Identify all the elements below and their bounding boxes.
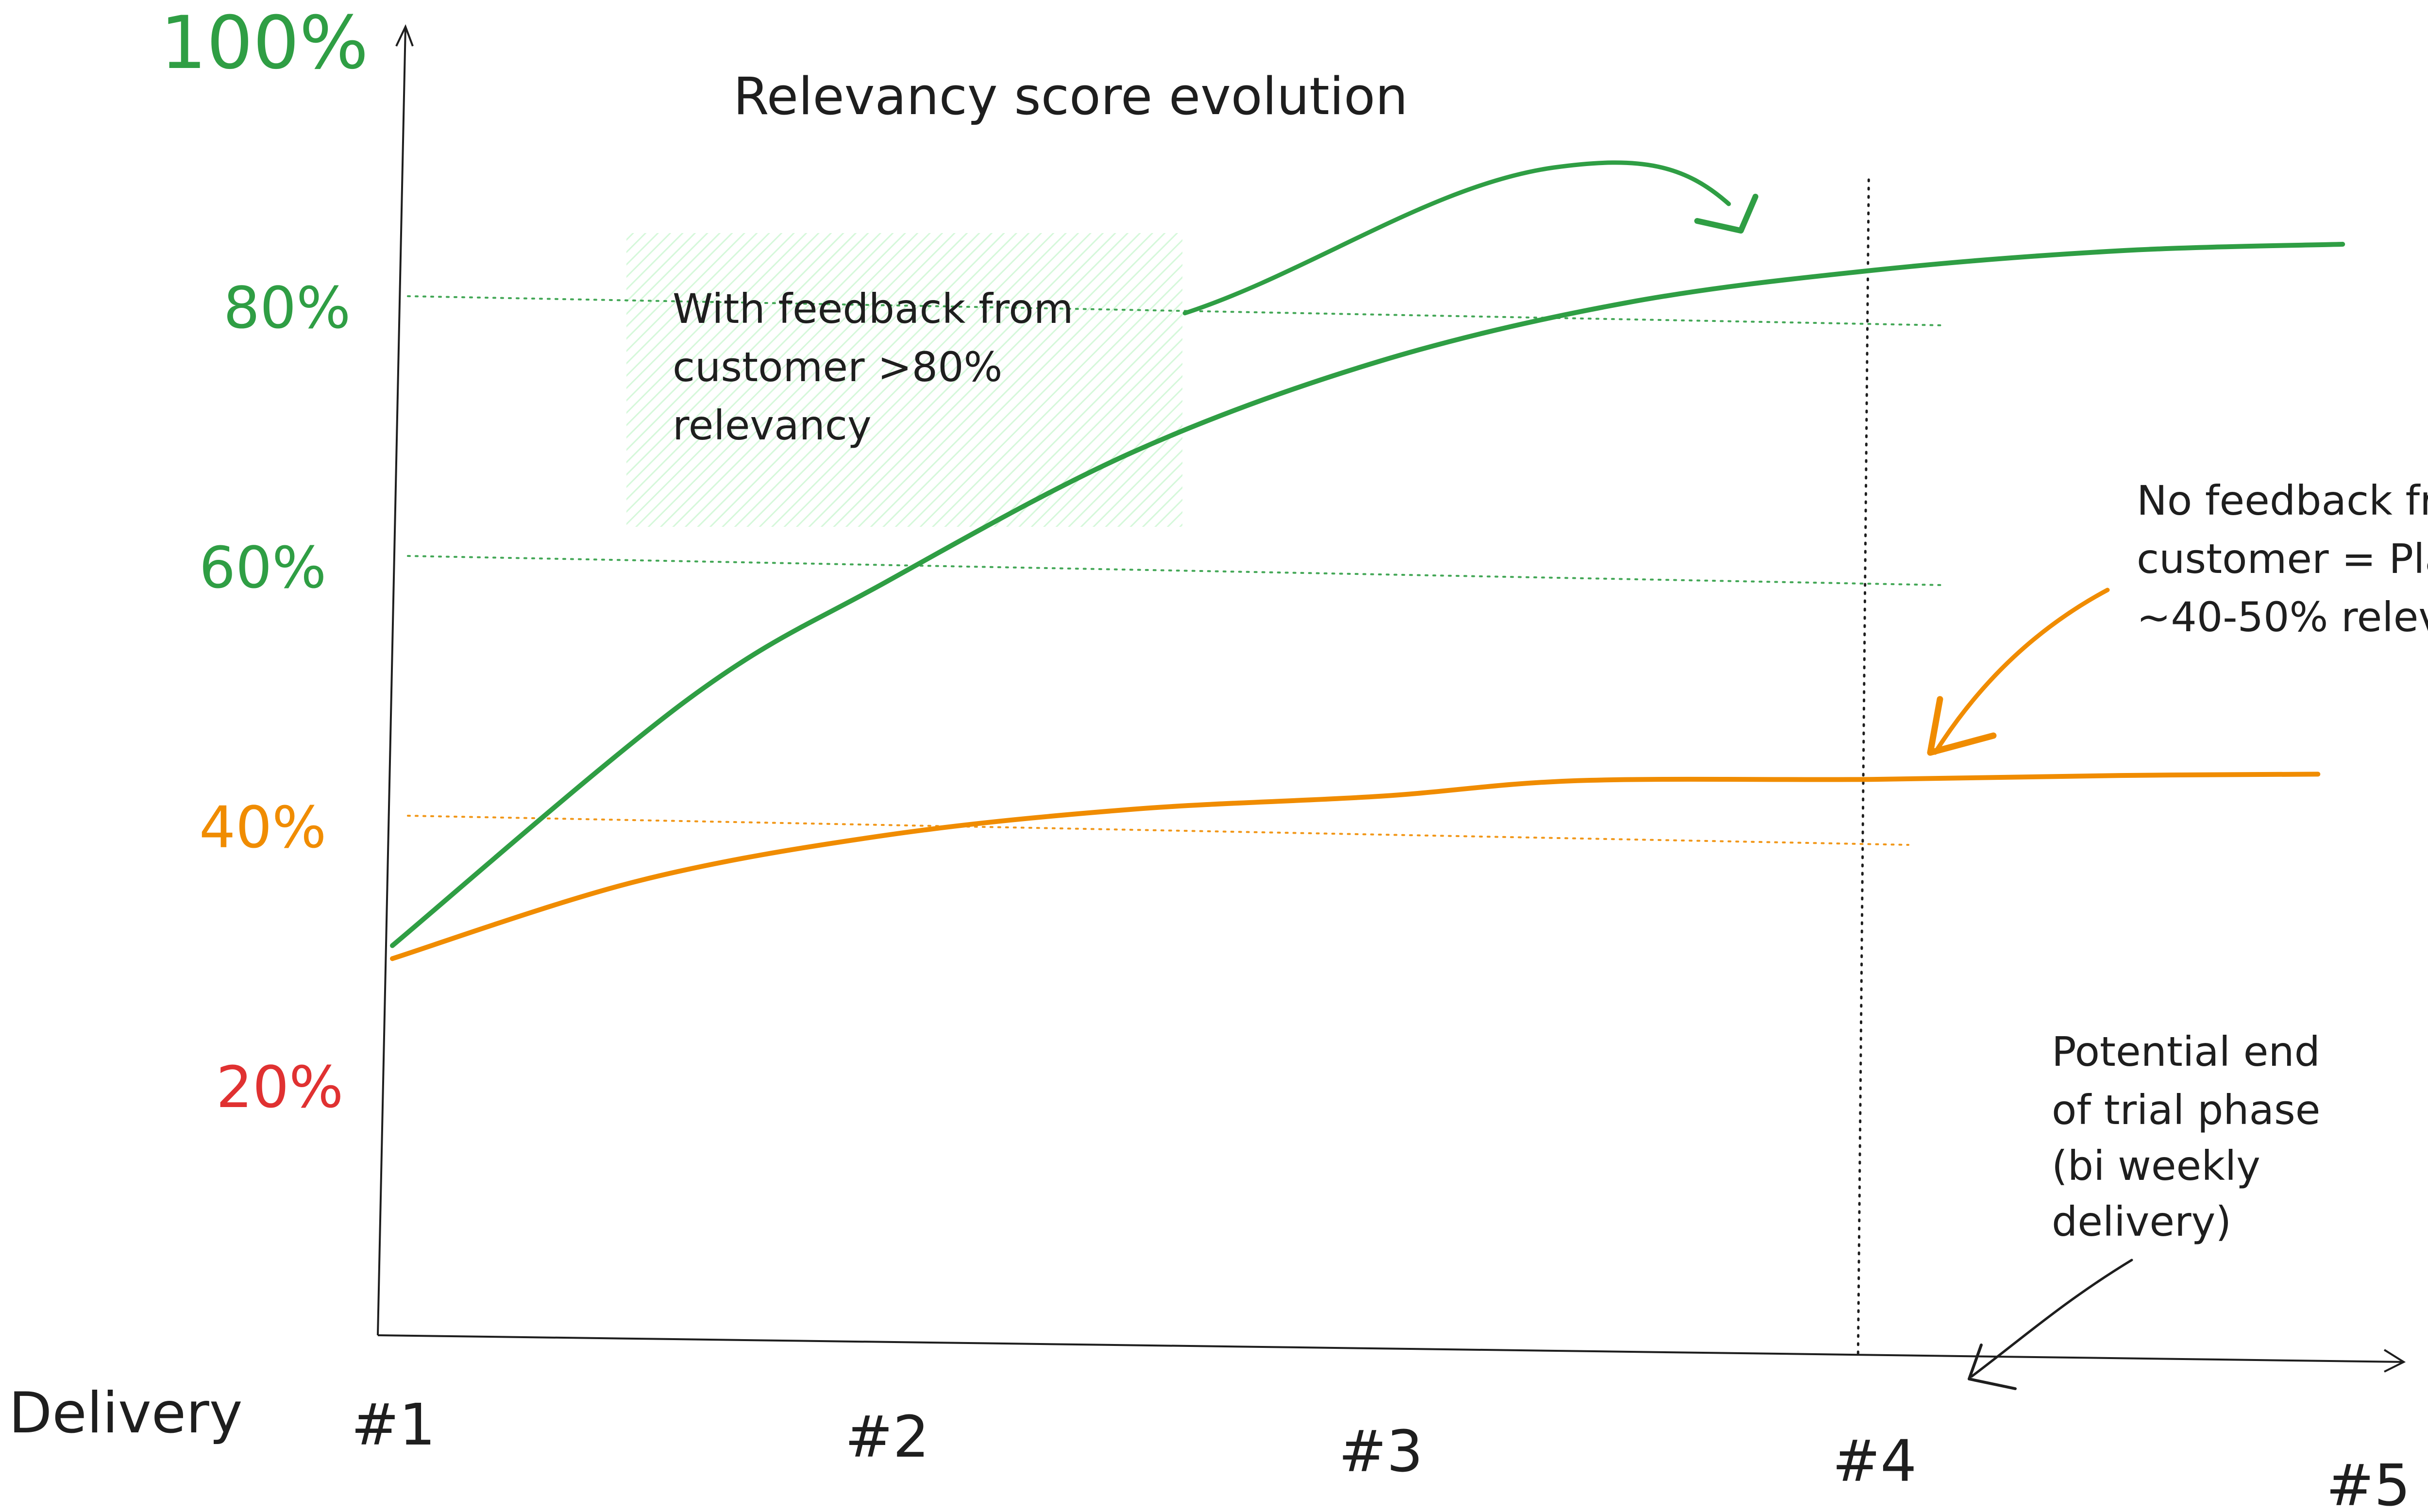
annotation-no-feedback-line-2: customer = Plateau xyxy=(2137,535,2428,583)
axes xyxy=(377,24,2406,1373)
x-axis-arrowhead xyxy=(2383,1349,2406,1373)
x-axis-label: Delivery xyxy=(9,1380,243,1446)
y-tick-20: 20% xyxy=(216,1054,343,1121)
chart-title: Relevancy score evolution xyxy=(733,67,1408,126)
x-tick-3: #3 xyxy=(1339,1418,1423,1485)
y-tick-40: 40% xyxy=(199,794,326,861)
annotation-no-feedback-arrow xyxy=(1933,588,2110,755)
x-tick-5: #5 xyxy=(2326,1452,2411,1512)
annotation-with-feedback: With feedback from customer >80% relevan… xyxy=(673,285,1086,449)
y-axis-arrowhead xyxy=(395,24,414,47)
annotation-with-feedback-line-1: With feedback from xyxy=(673,285,1073,333)
annotation-no-feedback-line-1: No feedback from xyxy=(2137,477,2428,524)
annotation-no-feedback-arrowhead xyxy=(1927,696,1997,756)
annotation-trial-end-line-2: of trial phase xyxy=(2052,1086,2320,1134)
annotation-trial-end-line-1: Potential end xyxy=(2052,1028,2320,1075)
annotation-with-feedback-arrowhead xyxy=(1694,194,1758,234)
reference-line-80 xyxy=(407,295,1943,326)
x-tick-4: #4 xyxy=(1832,1428,1917,1495)
y-tick-80: 80% xyxy=(223,274,351,341)
annotation-with-feedback-arrow xyxy=(1182,160,1731,316)
annotation-highlight-box xyxy=(626,233,1182,527)
reference-line-60 xyxy=(407,555,1943,586)
annotation-trial-end-line-4: delivery) xyxy=(2052,1198,2231,1245)
trial-end-marker-line xyxy=(1856,178,1870,1356)
x-tick-1: #1 xyxy=(351,1391,436,1458)
annotation-trial-end-arrow xyxy=(1970,1259,2133,1378)
x-tick-2: #2 xyxy=(845,1403,929,1470)
annotation-trial-end-line-3: (bi weekly xyxy=(2052,1142,2260,1190)
reference-line-40 xyxy=(407,815,1909,846)
annotation-no-feedback: No feedback from customer = Plateau ~40-… xyxy=(2137,477,2428,641)
y-tick-60: 60% xyxy=(199,534,326,601)
series-layer xyxy=(390,242,2345,961)
y-tick-100: 100% xyxy=(160,1,369,85)
y-tick-labels: 100% 80% 60% 40% 20% xyxy=(160,1,369,1121)
annotation-trial-end: Potential end of trial phase (bi weekly … xyxy=(2052,1028,2333,1245)
y-axis xyxy=(377,26,406,1336)
annotation-trial-end-arrowhead xyxy=(1968,1344,2017,1390)
series-line-2 xyxy=(390,772,2321,961)
annotation-no-feedback-line-3: ~40-50% relevancy xyxy=(2137,593,2428,641)
series-line-1 xyxy=(390,242,2345,948)
x-tick-labels: #1 #2 #3 #4 #5 xyxy=(351,1391,2411,1512)
annotation-with-feedback-line-2: customer >80% xyxy=(673,343,1002,391)
x-axis xyxy=(377,1334,2404,1363)
reference-lines xyxy=(407,295,1943,846)
annotation-with-feedback-line-3: relevancy xyxy=(673,402,872,449)
